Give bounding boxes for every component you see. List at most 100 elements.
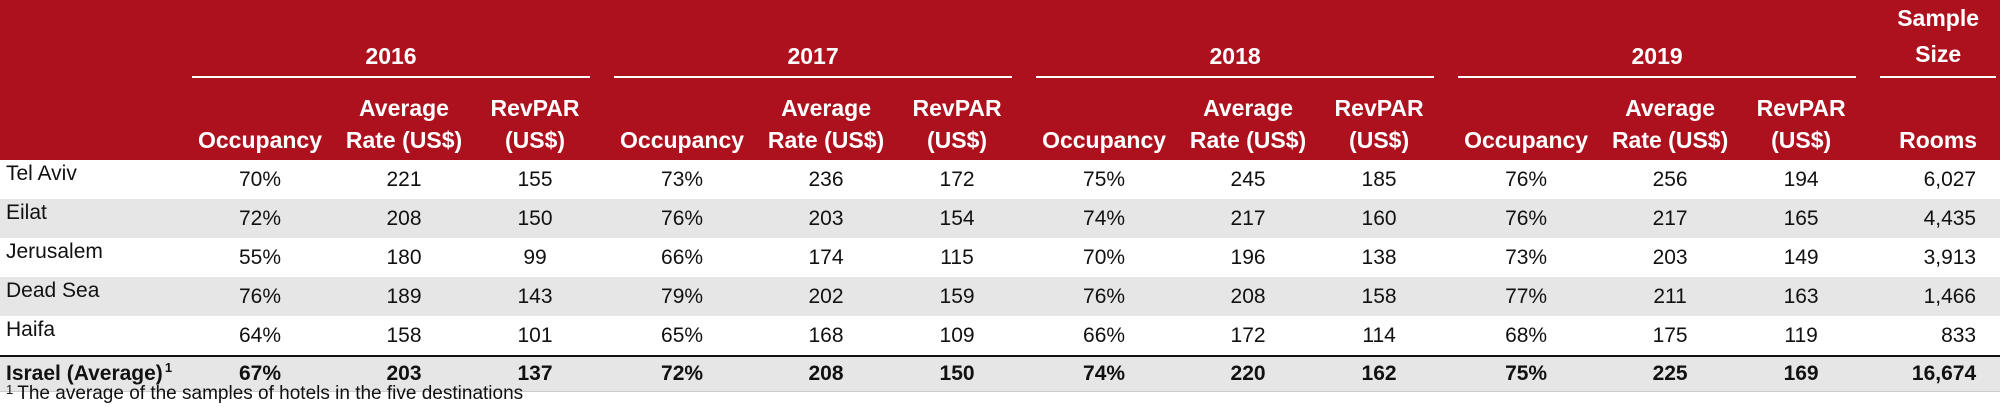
value-cell: 175 bbox=[1652, 323, 1688, 347]
year-label: 2019 bbox=[1458, 40, 1857, 78]
value-cell: 77% bbox=[1452, 277, 1601, 316]
header-blank-cell bbox=[0, 0, 186, 80]
gap-cell bbox=[1440, 238, 1452, 277]
rooms-cell: 3,913 bbox=[1923, 245, 1977, 269]
value-cell: 65% bbox=[661, 323, 704, 347]
table-row: Eilat 72% 208 150 76% 203 154 74% 217 160 76% 217 16… bbox=[0, 199, 2000, 238]
value-cell: 203 bbox=[1652, 245, 1688, 269]
value-cell: 66% bbox=[1083, 323, 1126, 347]
value-cell: 236 bbox=[808, 167, 844, 191]
value-cell: 76% bbox=[608, 199, 757, 238]
value-cell: 154 bbox=[896, 199, 1019, 238]
gap-cell bbox=[1018, 238, 1030, 277]
footnote-reference: 1 bbox=[164, 360, 173, 375]
destination-cell: Jerusalem bbox=[0, 238, 186, 277]
sample-label-line1: Sample bbox=[1897, 5, 1980, 31]
value-cell: 119 bbox=[1784, 323, 1818, 347]
destination-name: Haifa bbox=[6, 318, 56, 341]
value-cell: 194 bbox=[1783, 167, 1819, 191]
rate-label-line2: Rate (US$) bbox=[345, 127, 463, 153]
gap-cell bbox=[1018, 316, 1030, 356]
year-label: 2016 bbox=[192, 40, 591, 78]
header-gap bbox=[596, 0, 609, 80]
rate-label-line2: Rate (US$) bbox=[767, 127, 885, 153]
year-label: 2017 bbox=[614, 40, 1013, 78]
value-cell: 217 bbox=[1600, 199, 1741, 238]
revpar-label-line2: (US$) bbox=[1349, 127, 1410, 153]
occupancy-label: Occupancy bbox=[1464, 127, 1589, 153]
revpar-label-line1: RevPAR bbox=[490, 95, 580, 121]
destination-name: Eilat bbox=[6, 201, 47, 224]
gap-cell bbox=[1440, 355, 1453, 392]
rate-label-line1: Average bbox=[1203, 95, 1294, 121]
value-cell: 208 bbox=[756, 355, 897, 392]
occupancy-label: Occupancy bbox=[620, 127, 745, 153]
gap-cell bbox=[1440, 199, 1453, 238]
rate-label-line1: Average bbox=[1625, 95, 1716, 121]
revpar-label-line2: (US$) bbox=[504, 127, 566, 153]
destination-cell: Eilat bbox=[0, 199, 186, 238]
value-cell: 208 bbox=[1178, 277, 1319, 316]
gap-cell bbox=[596, 160, 608, 199]
destination-cell: Israel (Average) 1 bbox=[0, 355, 186, 392]
gap-cell bbox=[1018, 355, 1031, 392]
average-rate-header: Average Rate (US$) bbox=[756, 80, 897, 160]
value-cell: 55% bbox=[238, 245, 282, 269]
rooms-cell: 6,027 bbox=[1923, 167, 1977, 191]
gap-cell bbox=[1018, 160, 1030, 199]
value-cell: 155 bbox=[517, 167, 553, 191]
rooms-cell: 833 bbox=[1941, 323, 1977, 347]
value-cell: 101 bbox=[517, 323, 553, 347]
destination-cell: Dead Sea bbox=[0, 277, 186, 316]
value-cell: 158 bbox=[386, 323, 422, 347]
table-row: Dead Sea 76% 189 143 79% 202 159 76% 208 158 77% 21… bbox=[0, 277, 2000, 316]
value-cell: 149 bbox=[1783, 245, 1819, 269]
gap-cell bbox=[1862, 355, 1875, 392]
sample-size-header: Sample Size bbox=[1874, 0, 2000, 80]
occupancy-label: Occupancy bbox=[198, 127, 322, 153]
value-cell: 211 bbox=[1600, 277, 1741, 316]
value-cell: 160 bbox=[1318, 199, 1441, 238]
table-header: 2016 2017 2018 2019 Sample Size Occupanc… bbox=[0, 0, 2000, 160]
value-cell: 115 bbox=[940, 245, 974, 269]
header-gap bbox=[1018, 80, 1031, 160]
value-cell: 73% bbox=[1505, 245, 1548, 269]
value-cell: 217 bbox=[1178, 199, 1319, 238]
value-cell: 185 bbox=[1361, 167, 1397, 191]
value-cell: 245 bbox=[1230, 167, 1266, 191]
value-cell: 72% bbox=[608, 355, 757, 392]
metric-header-row: Occupancy Average Rate (US$) RevPAR (US$) Occ… bbox=[0, 80, 2000, 160]
gap-cell bbox=[1862, 160, 1874, 199]
value-cell: 163 bbox=[1740, 277, 1863, 316]
rooms-cell: 16,674 bbox=[1874, 355, 2000, 392]
value-cell: 75% bbox=[1083, 167, 1126, 191]
destination-cell: Tel Aviv bbox=[0, 160, 186, 199]
header-gap bbox=[1440, 0, 1453, 80]
revpar-header: RevPAR (US$) bbox=[474, 80, 597, 160]
average-rate-header: Average Rate (US$) bbox=[334, 80, 474, 160]
destination-name: Jerusalem bbox=[6, 240, 103, 263]
value-cell: 172 bbox=[939, 167, 975, 191]
header-gap bbox=[1862, 80, 1875, 160]
value-cell: 150 bbox=[474, 199, 597, 238]
value-cell: 220 bbox=[1178, 355, 1319, 392]
value-cell: 74% bbox=[1030, 199, 1179, 238]
gap-cell bbox=[596, 199, 609, 238]
header-gap bbox=[1018, 0, 1031, 80]
value-cell: 159 bbox=[896, 277, 1019, 316]
rooms-header: Rooms bbox=[1874, 80, 2000, 160]
gap-cell bbox=[1862, 277, 1875, 316]
gap-cell bbox=[596, 238, 608, 277]
year-label: 2018 bbox=[1036, 40, 1435, 78]
rate-label-line1: Average bbox=[359, 95, 449, 121]
rooms-label: Rooms bbox=[1899, 127, 1978, 153]
revpar-label-line1: RevPAR bbox=[1334, 95, 1424, 121]
occupancy-header: Occupancy bbox=[186, 80, 334, 160]
gap-cell bbox=[1440, 316, 1452, 356]
rate-label-line1: Average bbox=[781, 95, 871, 121]
value-cell: 74% bbox=[1030, 355, 1179, 392]
revpar-label-line1: RevPAR bbox=[912, 95, 1002, 121]
header-gap bbox=[1862, 0, 1875, 80]
footnote: 1 The average of the samples of hotels in… bbox=[6, 382, 523, 405]
total-row: Israel (Average) 1 67% 203 137 72% 208 150 74% 22… bbox=[0, 355, 2000, 392]
